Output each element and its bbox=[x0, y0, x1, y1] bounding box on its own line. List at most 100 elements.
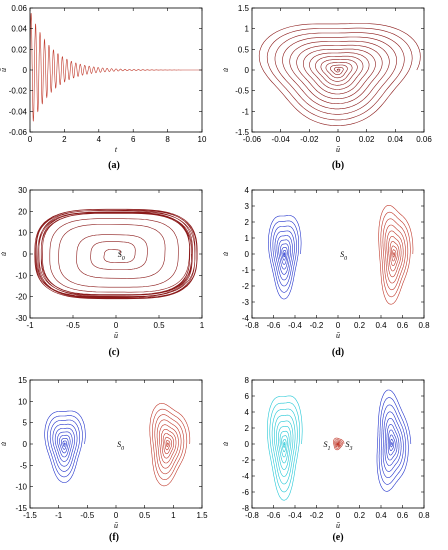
x-tick-label-f: 1.5 bbox=[196, 511, 208, 520]
x-tick-label-b: 0.06 bbox=[416, 135, 432, 144]
y-tick-label-b: -1.5 bbox=[235, 128, 249, 137]
x-tick-label-f: 0.5 bbox=[139, 511, 151, 520]
x-tick-label-d: 0.6 bbox=[397, 321, 409, 330]
y-tick-label-f: 5 bbox=[23, 419, 28, 428]
panel-a: 0 2 4 6 8 10 -0.06 -0.04 -0.02 0 0.02 0.04 0.06 t ū (a) bbox=[0, 4, 207, 171]
x-tick-label-f: 0 bbox=[114, 511, 119, 520]
x-axis-label-a: t bbox=[115, 145, 118, 154]
y-tick-label-b: 0.5 bbox=[238, 45, 250, 54]
x-tick-label-a: 4 bbox=[97, 135, 102, 144]
x-tick-label-d: 0.2 bbox=[354, 321, 366, 330]
x-tick-label-f: -1.5 bbox=[23, 511, 37, 520]
x-tick-label-d: 0.4 bbox=[375, 321, 387, 330]
y-tick-label-a: 0 bbox=[23, 66, 28, 75]
x-tick-label-d: 0.8 bbox=[418, 321, 430, 330]
panel-d: -0.8 -0.6 -0.4 -0.2 0 0.2 0.4 0.6 0.8 -4 -3 -2 -1 0 1 2… bbox=[221, 186, 430, 358]
y-axis-label-c: u̇ bbox=[0, 252, 8, 256]
annotation-d: S0 bbox=[340, 250, 347, 262]
x-axis-label-c: ū bbox=[114, 331, 118, 340]
y-tick-label-e: -2 bbox=[242, 456, 250, 465]
x-tick-label-b: -0.02 bbox=[300, 135, 319, 144]
panel-f: -1.5 -1 -0.5 0 0.5 1 1.5 -15 -10 -5 0 5 10 15 ū u̇ S0 (f) bbox=[0, 376, 208, 543]
y-axis-label-f: u̇ bbox=[0, 442, 8, 446]
series-b-0 bbox=[258, 23, 421, 127]
y-tick-label-d: 3 bbox=[245, 202, 250, 211]
x-tick-label-e: 0 bbox=[336, 511, 341, 520]
series-e-0 bbox=[267, 395, 303, 501]
x-tick-label-c: -0.5 bbox=[66, 321, 80, 330]
panel-b: -0.06 -0.04 -0.02 0 0.02 0.04 0.06 -1.5 -1 -0.5 0 0… bbox=[221, 4, 432, 171]
x-tick-label-e: -0.4 bbox=[288, 511, 302, 520]
x-tick-label-e: 0.6 bbox=[397, 511, 409, 520]
x-tick-label-b: 0 bbox=[336, 135, 341, 144]
x-axis-label-f: ū bbox=[114, 521, 118, 530]
y-tick-label-b: 0 bbox=[245, 66, 250, 75]
caption-a: (a) bbox=[108, 160, 120, 171]
y-tick-label-e: 0 bbox=[245, 440, 250, 449]
plot-area-f bbox=[44, 403, 191, 487]
x-tick-label-d: -0.8 bbox=[245, 321, 259, 330]
y-tick-label-b: -0.5 bbox=[235, 87, 249, 96]
x-tick-label-a: 8 bbox=[165, 135, 170, 144]
y-tick-label-b: -1 bbox=[242, 107, 250, 116]
y-tick-label-f: 0 bbox=[23, 440, 28, 449]
x-tick-label-a: 2 bbox=[62, 135, 67, 144]
y-tick-label-a: 0.02 bbox=[11, 45, 27, 54]
x-tick-label-e: 0.8 bbox=[418, 511, 430, 520]
y-tick-label-b: 1.5 bbox=[238, 4, 250, 13]
y-tick-label-c: 10 bbox=[18, 229, 27, 238]
caption-f: (f) bbox=[109, 532, 119, 543]
caption-d: (d) bbox=[332, 347, 344, 358]
plot-area-a bbox=[30, 13, 202, 122]
x-axis-label-b: ū bbox=[336, 145, 340, 154]
x-tick-label-b: -0.04 bbox=[272, 135, 291, 144]
x-tick-label-a: 6 bbox=[131, 135, 136, 144]
annotation-e: S3 bbox=[346, 440, 353, 452]
series-e-1 bbox=[333, 437, 345, 451]
y-tick-label-c: 0 bbox=[23, 250, 28, 259]
x-tick-label-f: 1 bbox=[171, 511, 176, 520]
series-e-2 bbox=[376, 389, 412, 492]
y-tick-label-e: 6 bbox=[245, 392, 250, 401]
y-tick-label-d: 1 bbox=[245, 234, 250, 243]
x-tick-label-d: -0.4 bbox=[288, 321, 302, 330]
y-tick-label-e: 2 bbox=[245, 424, 250, 433]
annotation-e: S1 bbox=[323, 440, 330, 452]
y-tick-label-a: 0.06 bbox=[11, 4, 27, 13]
plot-area-d bbox=[268, 205, 414, 305]
series-a-0 bbox=[30, 13, 202, 122]
plot-area-e bbox=[267, 389, 412, 501]
caption-e: (e) bbox=[332, 532, 343, 543]
y-axis-label-b: u̇ bbox=[221, 68, 230, 72]
x-tick-label-f: -0.5 bbox=[80, 511, 94, 520]
x-tick-label-e: -0.2 bbox=[310, 511, 324, 520]
x-tick-label-c: 1 bbox=[200, 321, 205, 330]
series-c-0 bbox=[34, 208, 198, 300]
x-tick-label-b: 0.02 bbox=[359, 135, 375, 144]
plot-area-c bbox=[34, 208, 198, 300]
y-tick-label-e: 8 bbox=[245, 376, 250, 385]
y-tick-label-c: -10 bbox=[15, 271, 27, 280]
x-tick-label-c: 0 bbox=[114, 321, 119, 330]
y-tick-label-d: 4 bbox=[245, 186, 250, 195]
caption-c: (c) bbox=[108, 347, 119, 358]
y-axis-label-a: ū bbox=[0, 68, 8, 72]
annotation-c: S0 bbox=[118, 250, 125, 262]
x-tick-label-c: 0.5 bbox=[153, 321, 165, 330]
panel-e: -0.8 -0.6 -0.4 -0.2 0 0.2 0.4 0.6 0.8 -8 -6 -4 -2 0 2 4… bbox=[221, 376, 430, 543]
y-tick-label-a: -0.02 bbox=[9, 87, 28, 96]
x-tick-label-e: -0.8 bbox=[245, 511, 259, 520]
plot-area-b bbox=[258, 23, 421, 127]
y-tick-label-d: -2 bbox=[242, 282, 250, 291]
x-axis-label-e: ū bbox=[336, 521, 340, 530]
x-axis-label-d: ū bbox=[336, 331, 340, 340]
series-f-0 bbox=[44, 410, 86, 483]
y-tick-label-c: 20 bbox=[18, 207, 27, 216]
y-tick-label-d: 0 bbox=[245, 250, 250, 259]
y-tick-label-f: 10 bbox=[18, 397, 27, 406]
x-tick-label-d: 0 bbox=[336, 321, 341, 330]
y-axis-label-e: u̇ bbox=[221, 442, 230, 446]
y-tick-label-a: -0.04 bbox=[9, 107, 28, 116]
x-tick-label-d: -0.6 bbox=[267, 321, 281, 330]
axes-frame-d bbox=[251, 189, 425, 319]
